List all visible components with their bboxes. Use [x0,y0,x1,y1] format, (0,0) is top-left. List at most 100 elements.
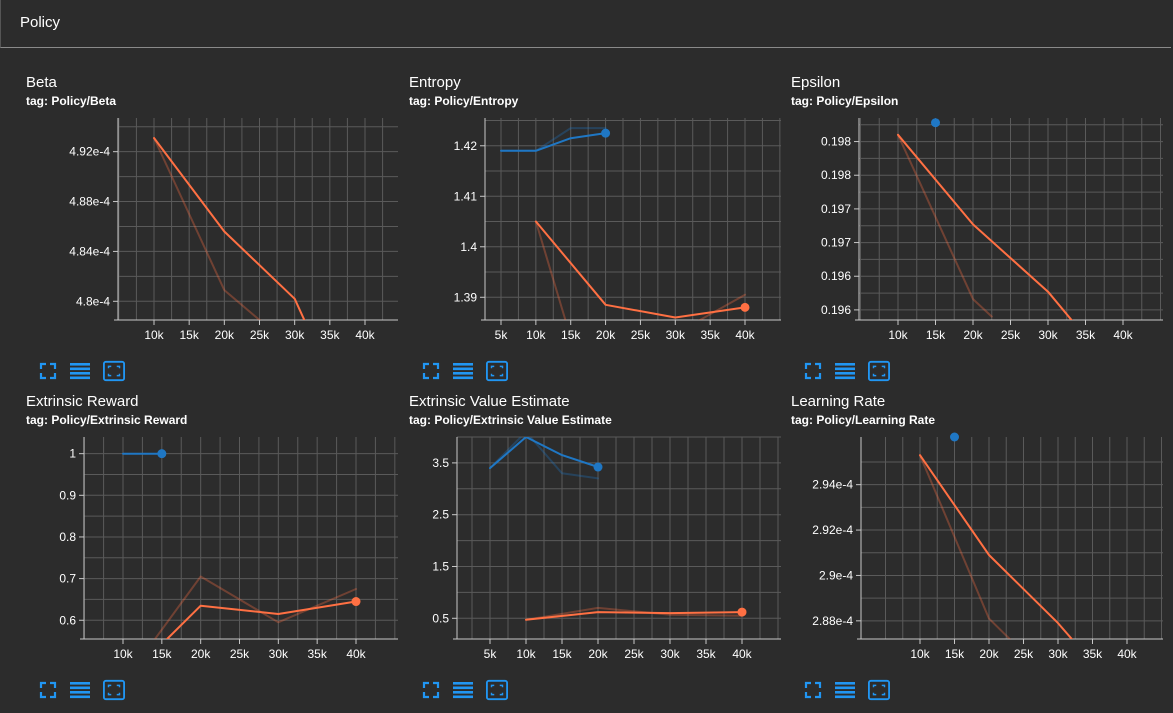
fit-domain-icon[interactable] [868,360,892,382]
y-tick-label: 2.5 [432,508,449,522]
fit-domain-icon[interactable] [868,679,892,701]
chart-plot[interactable]: 4.8e-4 4.84e-4 4.88e-4 4.92e-4 10k 15k 20k 25k 3… [26,110,406,358]
x-tick-label: 25k [1001,328,1021,342]
y-tick-label: 0.8 [59,530,76,544]
grid [83,437,398,639]
series-marker-blue-point [950,432,959,442]
data-table-icon[interactable] [834,360,856,382]
y-tick-label: 0.196 [821,303,851,317]
section-header[interactable]: Policy [0,0,1171,48]
y-tick-label: 0.198 [821,135,851,149]
fullscreen-icon[interactable] [420,360,442,382]
x-tick-label: 40k [355,328,375,342]
chart-plot[interactable]: 0.196 0.196 0.197 0.197 0.198 0.198 10k 15k 20k 2… [791,110,1171,358]
chart-plot[interactable]: 0.5 1.5 2.5 3.5 5k 10k 15k 20k 25k 30k 35k 40k [409,429,789,677]
series-group [122,452,357,639]
y-tick-label: 2.94e-4 [812,478,853,492]
y-tick-label: 4.92e-4 [69,145,110,159]
x-tick-label: 10k [144,328,164,342]
x-tick-label: 40k [346,647,366,661]
chart-title: Epsilon [791,74,841,91]
series-line-orange-raw [534,220,746,320]
x-tick-label: 10k [526,328,546,342]
y-tick-label: 1 [69,447,76,461]
x-tick-label: 40k [735,328,755,342]
series-group [500,127,746,320]
y-tick-label: 0.6 [59,613,76,627]
series-group [153,137,306,320]
chart-title: Extrinsic Reward [26,393,139,410]
chart-card-2: Entropy tag: Policy/Entropy 1.39 1.4 1.41 1.4… [409,74,791,394]
chart-tag: tag: Policy/Learning Rate [791,413,936,427]
fullscreen-icon[interactable] [37,360,59,382]
fit-domain-icon[interactable] [486,679,510,701]
series-marker-blue-point [931,118,940,128]
data-table-icon[interactable] [834,679,856,701]
series-marker-blue-smoothed [601,128,611,138]
data-table-icon[interactable] [452,360,474,382]
x-tick-label: 30k [1048,647,1068,661]
series-line-orange-raw [919,454,1012,639]
chart-title: Extrinsic Value Estimate [409,393,570,410]
data-table-icon[interactable] [452,679,474,701]
x-tick-label: 25k [624,647,644,661]
fullscreen-icon[interactable] [37,679,59,701]
series-line-orange-raw [525,606,743,621]
x-tick-label: 35k [320,328,340,342]
x-tick-label: 5k [484,647,498,661]
series-marker-blue-smoothed [593,462,603,472]
x-tick-label: 10k [113,647,133,661]
chart-title: Beta [26,74,57,91]
fullscreen-icon[interactable] [802,360,824,382]
series-line-orange-smoothed [525,611,743,621]
chart-card-5: Extrinsic Value Estimate tag: Policy/Extr… [409,393,791,713]
x-tick-label: 15k [926,328,946,342]
y-tick-label: 0.196 [821,269,851,283]
chart-tag: tag: Policy/Extrinsic Value Estimate [409,413,612,427]
x-tick-label: 15k [561,328,581,342]
series-group [897,133,1073,320]
x-tick-label: 15k [152,647,172,661]
chart-plot[interactable]: 0.6 0.7 0.8 0.9 1 10k 15k 20k 25k 30k 35k 40k [26,429,406,677]
series-line-blue-raw [489,437,599,480]
fit-domain-icon[interactable] [103,360,127,382]
series-group [489,437,743,621]
chart-tag: tag: Policy/Epsilon [791,94,899,108]
fit-domain-icon[interactable] [486,360,510,382]
chart-plot[interactable]: 1.39 1.4 1.41 1.42 5k 10k 15k 20k 25k 30k 35k 40k [409,110,789,358]
data-table-icon[interactable] [69,679,91,701]
series-line-orange-smoothed [919,454,1073,639]
x-tick-label: 30k [660,647,680,661]
grid [457,436,781,639]
y-tick-label: 2.92e-4 [812,523,853,537]
x-tick-label: 20k [963,328,983,342]
x-tick-label: 15k [552,647,572,661]
fullscreen-icon[interactable] [420,679,442,701]
x-tick-label: 25k [230,647,250,661]
y-tick-label: 2.9e-4 [819,568,853,582]
data-table-icon[interactable] [69,360,91,382]
x-tick-label: 20k [215,328,235,342]
series-line-orange-raw [897,133,993,318]
x-tick-label: 10k [516,647,536,661]
x-tick-label: 20k [191,647,211,661]
chart-title: Learning Rate [791,393,886,410]
series-line-orange-raw [153,575,357,639]
y-tick-label: 0.5 [432,611,449,625]
x-tick-label: 25k [250,328,270,342]
fit-domain-icon[interactable] [103,679,127,701]
series-marker-orange-smoothed [740,302,750,312]
y-tick-label: 0.198 [821,168,851,182]
series-line-orange-smoothed [534,220,746,319]
x-tick-label: 40k [1113,328,1133,342]
y-tick-label: 3.5 [432,456,449,470]
fullscreen-icon[interactable] [802,679,824,701]
x-tick-label: 30k [666,328,686,342]
chart-plot[interactable]: 2.88e-4 2.9e-4 2.92e-4 2.94e-4 10k 15k 20k 25k 3… [791,429,1171,677]
x-tick-label: 40k [1117,647,1137,661]
chart-tag: tag: Policy/Extrinsic Reward [26,413,188,427]
x-tick-label: 30k [285,328,305,342]
chart-card-6: Learning Rate tag: Policy/Learning Rate 2.… [791,393,1173,713]
chart-title: Entropy [409,74,461,91]
y-tick-label: 4.8e-4 [76,294,110,308]
